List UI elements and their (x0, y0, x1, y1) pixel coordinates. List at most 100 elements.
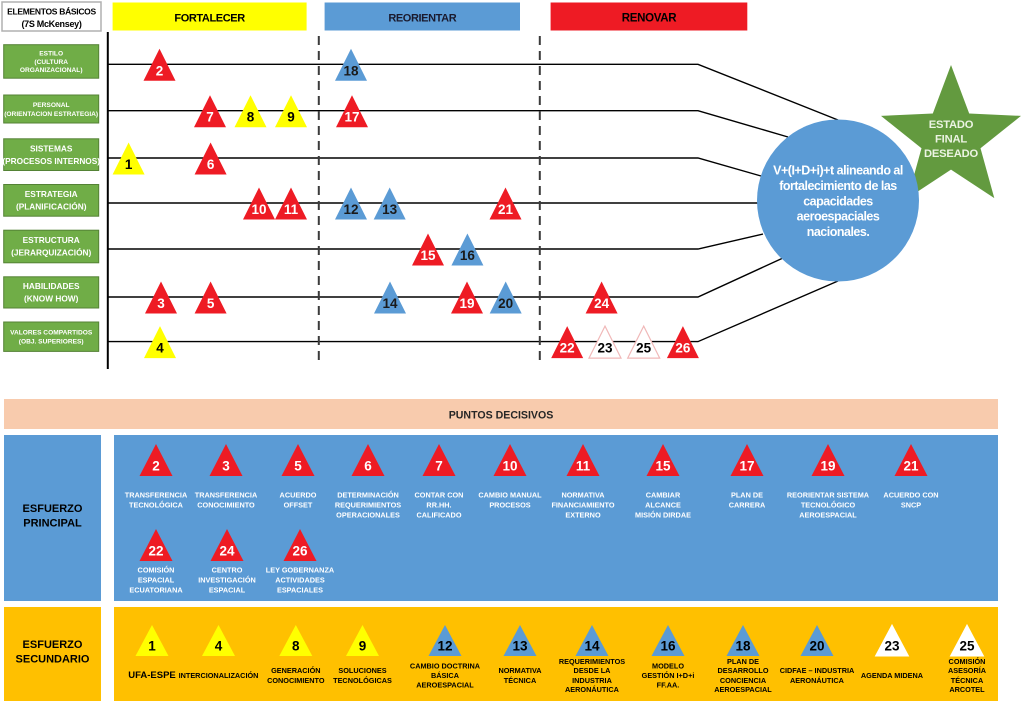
svg-text:capacidades: capacidades (803, 194, 873, 208)
svg-text:13: 13 (382, 202, 398, 217)
svg-text:CENTRO: CENTRO (212, 566, 243, 575)
svg-text:CAMBIAR: CAMBIAR (646, 491, 681, 500)
svg-text:PERSONAL: PERSONAL (33, 102, 70, 109)
svg-text:AGENDA MIDENA: AGENDA MIDENA (861, 671, 924, 680)
svg-text:GESTIÓN I+D+i: GESTIÓN I+D+i (642, 671, 695, 680)
svg-text:10: 10 (251, 202, 266, 217)
svg-text:ECUATORIANA: ECUATORIANA (129, 586, 183, 595)
svg-text:INTERCIONALIZACIÓN: INTERCIONALIZACIÓN (179, 671, 259, 680)
svg-text:INDUSTRIA: INDUSTRIA (572, 676, 612, 685)
svg-text:20: 20 (809, 639, 824, 654)
svg-text:DETERMINACIÓN: DETERMINACIÓN (337, 491, 399, 500)
svg-text:11: 11 (576, 459, 591, 474)
svg-text:ESPACIALES: ESPACIALES (277, 586, 323, 595)
svg-text:2: 2 (152, 459, 160, 474)
svg-text:7: 7 (435, 459, 443, 474)
svg-text:5: 5 (207, 296, 215, 311)
svg-text:aeroespaciales: aeroespaciales (797, 210, 880, 224)
svg-text:ESTILO: ESTILO (39, 50, 63, 57)
svg-text:FF.AA.: FF.AA. (657, 681, 680, 690)
svg-text:ACUERDO: ACUERDO (280, 491, 317, 500)
svg-text:SOLUCIONES: SOLUCIONES (338, 666, 386, 675)
svg-text:16: 16 (460, 248, 476, 263)
svg-text:OFFSET: OFFSET (284, 501, 313, 510)
svg-text:RENOVAR: RENOVAR (622, 13, 678, 25)
svg-text:(PROCESOS INTERNOS): (PROCESOS INTERNOS) (2, 156, 100, 166)
svg-text:12: 12 (343, 202, 358, 217)
svg-text:23: 23 (597, 341, 613, 356)
svg-text:8: 8 (247, 110, 255, 125)
svg-text:ESFUERZO: ESFUERZO (23, 503, 83, 515)
svg-text:PLAN DE: PLAN DE (727, 657, 759, 666)
svg-text:FINAL: FINAL (935, 134, 967, 146)
svg-text:NORMATIVA: NORMATIVA (561, 491, 605, 500)
svg-text:15: 15 (420, 248, 436, 263)
svg-text:CALIFICADO: CALIFICADO (417, 511, 462, 520)
svg-text:INVESTIGACIÓN: INVESTIGACIÓN (198, 576, 256, 585)
svg-text:3: 3 (222, 459, 230, 474)
svg-text:12: 12 (437, 639, 452, 654)
svg-text:13: 13 (512, 639, 528, 654)
svg-text:UFA-ESPE: UFA-ESPE (128, 670, 176, 681)
svg-text:DESARROLLO: DESARROLLO (717, 666, 768, 675)
svg-text:(CULTURA: (CULTURA (34, 59, 68, 66)
svg-text:5: 5 (294, 459, 302, 474)
svg-text:ESPACIAL: ESPACIAL (209, 586, 246, 595)
svg-text:COMISIÓN: COMISIÓN (138, 566, 175, 575)
svg-text:PRINCIPAL: PRINCIPAL (23, 518, 82, 530)
svg-text:1: 1 (148, 639, 156, 654)
svg-text:DESEADO: DESEADO (924, 148, 978, 160)
svg-text:nacionales.: nacionales. (807, 225, 870, 239)
svg-text:PROCESOS: PROCESOS (489, 501, 530, 510)
svg-text:MODELO: MODELO (652, 662, 684, 671)
svg-text:(PLANIFICACIÓN): (PLANIFICACIÓN) (16, 201, 87, 212)
svg-text:EXTERNO: EXTERNO (565, 511, 601, 520)
svg-text:9: 9 (287, 110, 295, 125)
svg-text:FORTALECER: FORTALECER (174, 13, 245, 25)
svg-text:15: 15 (655, 459, 671, 474)
svg-text:ESFUERZO: ESFUERZO (23, 639, 83, 651)
svg-text:25: 25 (959, 639, 975, 654)
svg-text:19: 19 (820, 459, 835, 474)
svg-text:14: 14 (584, 639, 600, 654)
svg-text:REORIENTAR SISTEMA: REORIENTAR SISTEMA (787, 491, 870, 500)
svg-text:26: 26 (675, 341, 691, 356)
svg-text:CARRERA: CARRERA (729, 501, 766, 510)
svg-text:SECUNDARIO: SECUNDARIO (16, 654, 90, 666)
svg-text:TECNOLÓGICO: TECNOLÓGICO (801, 501, 856, 510)
svg-text:4: 4 (156, 341, 164, 356)
svg-text:REQUERIMIENTOS: REQUERIMIENTOS (335, 501, 401, 510)
svg-text:22: 22 (560, 341, 575, 356)
svg-text:TRANSFERENCIA: TRANSFERENCIA (195, 491, 258, 500)
svg-text:AERONÁUTICA: AERONÁUTICA (565, 685, 620, 694)
svg-text:TECNOLÓGICAS: TECNOLÓGICAS (333, 676, 392, 685)
svg-text:ELEMENTOS BÁSICOS: ELEMENTOS BÁSICOS (7, 7, 96, 17)
svg-text:PUNTOS DECISIVOS: PUNTOS DECISIVOS (449, 410, 554, 422)
svg-text:3: 3 (157, 296, 165, 311)
svg-text:FINANCIAMIENTO: FINANCIAMIENTO (551, 501, 614, 510)
svg-text:ARCOTEL: ARCOTEL (949, 685, 985, 694)
svg-text:4: 4 (215, 639, 223, 654)
svg-text:ESPACIAL: ESPACIAL (138, 576, 175, 585)
svg-text:AEROESPACIAL: AEROESPACIAL (714, 685, 772, 694)
svg-text:CONCIENCIA: CONCIENCIA (720, 676, 767, 685)
svg-text:7: 7 (206, 110, 214, 125)
svg-text:2: 2 (156, 63, 164, 78)
svg-text:6: 6 (364, 459, 372, 474)
svg-text:SISTEMAS: SISTEMAS (30, 143, 73, 153)
svg-text:ESTRUCTURA: ESTRUCTURA (23, 235, 80, 245)
svg-text:TRANSFERENCIA: TRANSFERENCIA (125, 491, 188, 500)
svg-text:TÉCNICA: TÉCNICA (951, 676, 984, 685)
svg-text:TÉCNICA: TÉCNICA (504, 676, 537, 685)
svg-text:22: 22 (148, 544, 163, 559)
svg-text:AERONÁUTICA: AERONÁUTICA (790, 676, 845, 685)
svg-text:MISIÓN DIRDAE: MISIÓN DIRDAE (635, 511, 691, 520)
svg-text:(OBJ. SUPERIORES): (OBJ. SUPERIORES) (19, 339, 84, 346)
svg-text:HABILIDADES: HABILIDADES (23, 281, 80, 291)
svg-text:10: 10 (502, 459, 517, 474)
svg-text:6: 6 (207, 157, 215, 172)
svg-text:ACTIVIDADES: ACTIVIDADES (275, 576, 325, 585)
svg-text:CONOCIMIENTO: CONOCIMIENTO (267, 676, 325, 685)
svg-text:14: 14 (382, 296, 398, 311)
svg-text:26: 26 (292, 544, 308, 559)
